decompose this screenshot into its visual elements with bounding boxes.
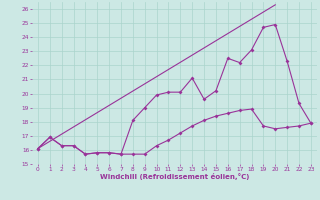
X-axis label: Windchill (Refroidissement éolien,°C): Windchill (Refroidissement éolien,°C)	[100, 173, 249, 180]
